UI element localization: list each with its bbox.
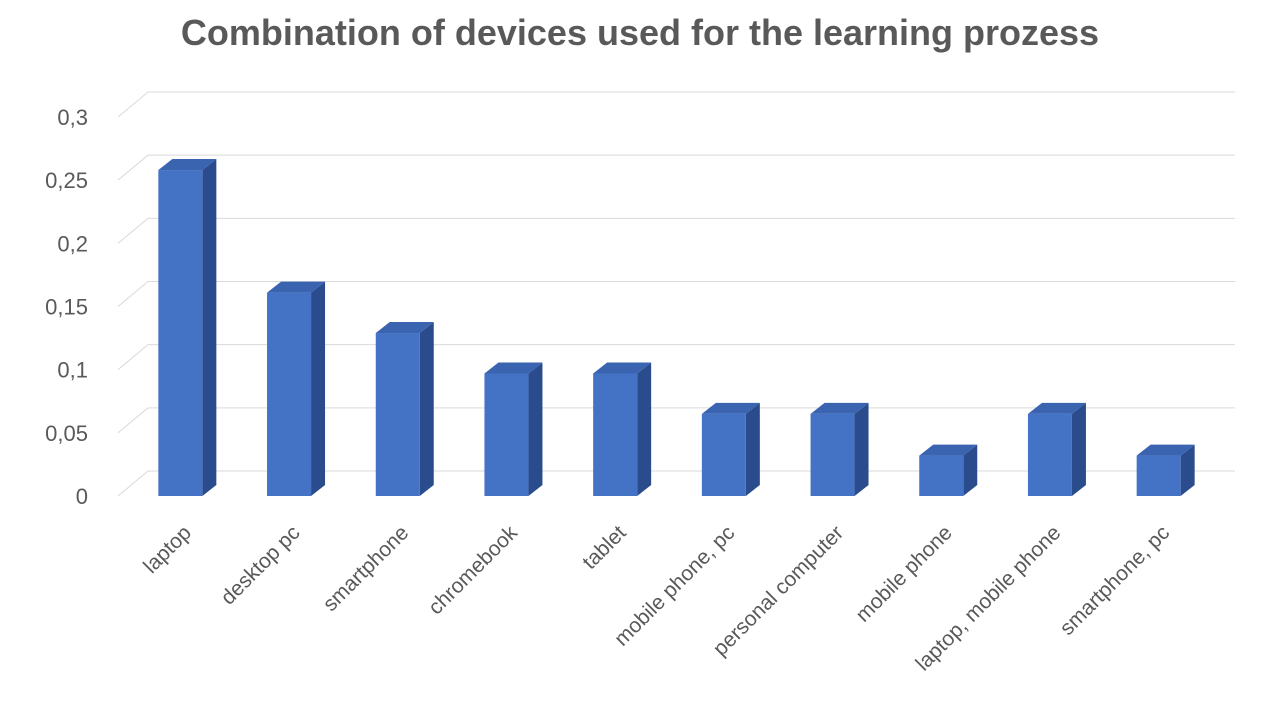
bar-side	[637, 362, 652, 496]
bar	[593, 362, 652, 496]
y-tick-label: 0	[76, 484, 88, 509]
bar	[267, 281, 326, 496]
y-tick-label: 0,25	[45, 168, 88, 193]
y-tick-label: 0,1	[57, 358, 88, 383]
bar-top	[158, 159, 217, 171]
bar-side	[202, 159, 217, 496]
gridline	[117, 217, 1235, 244]
bars	[158, 159, 1195, 496]
gridline	[117, 470, 1235, 497]
bar-side	[419, 322, 434, 496]
bar-top	[375, 322, 434, 334]
bar	[375, 322, 434, 496]
chart-title: Combination of devices used for the lear…	[180, 12, 1100, 53]
bar-front	[810, 413, 855, 496]
bar-top	[484, 362, 543, 374]
gridline	[117, 407, 1235, 434]
bar-top	[919, 444, 978, 456]
bar-top	[701, 402, 760, 414]
bar-side	[745, 402, 760, 496]
gridline	[117, 154, 1235, 181]
bar-side	[963, 444, 978, 496]
bar	[810, 402, 869, 496]
bar-top	[810, 402, 869, 414]
gridline	[117, 281, 1235, 307]
y-tick-label: 0,2	[57, 231, 88, 256]
bar	[919, 444, 978, 496]
bar-side	[1071, 402, 1086, 496]
gridlines	[117, 91, 1235, 497]
bar-top	[1027, 402, 1086, 414]
x-tick-label: mobile phone, pc	[610, 521, 739, 650]
bar-front	[375, 333, 420, 496]
bar-front	[1136, 455, 1181, 496]
bar	[1027, 402, 1086, 496]
bar	[701, 402, 760, 496]
bar-side	[854, 402, 869, 496]
y-tick-label: 0,05	[45, 421, 88, 446]
bar-front	[701, 413, 746, 496]
bar-top	[1136, 444, 1195, 456]
bar-front	[593, 373, 638, 496]
bar	[484, 362, 543, 496]
bar-front	[484, 373, 529, 496]
gridline	[117, 344, 1235, 371]
bar	[1136, 444, 1195, 496]
x-tick-label: smartphone, pc	[1056, 521, 1175, 640]
bar-side	[528, 362, 543, 496]
bar	[158, 159, 217, 496]
bar-front	[158, 170, 203, 496]
x-tick-label: desktop pc	[216, 521, 304, 609]
x-tick-label: tablet	[578, 521, 631, 574]
bar-front	[919, 455, 964, 496]
bar-top	[593, 362, 652, 374]
gridline	[117, 91, 1235, 118]
bar-front	[1027, 413, 1072, 496]
y-tick-label: 0,3	[57, 105, 88, 130]
bar-top	[267, 281, 326, 293]
x-tick-label: laptop	[139, 521, 196, 578]
bar-side	[1180, 444, 1195, 496]
x-tick-label: mobile phone	[851, 521, 956, 626]
bar-side	[311, 281, 326, 496]
y-axis-ticks: 0 0,05 0,1 0,15 0,2 0,25 0,3	[45, 105, 88, 509]
bar-front	[267, 292, 312, 496]
x-tick-label: chromebook	[424, 521, 522, 619]
y-tick-label: 0,15	[45, 295, 88, 320]
x-tick-label: smartphone	[319, 521, 414, 616]
x-axis-labels: laptop desktop pc smartphone chromebook tabl…	[139, 521, 1174, 675]
